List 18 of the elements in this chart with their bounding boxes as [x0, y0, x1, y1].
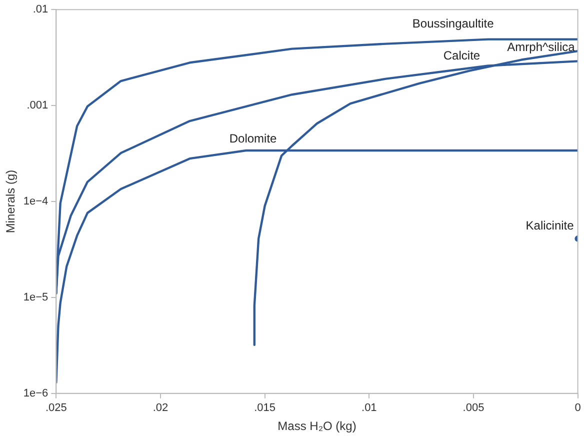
x-tick-label: .005 — [462, 402, 484, 414]
series-label: Dolomite — [229, 132, 278, 146]
y-axis-title: Minerals (g) — [4, 170, 18, 234]
y-tick-label: .01 — [32, 4, 48, 16]
series-label: Kalicinite — [526, 218, 574, 233]
x-tick-label: .015 — [254, 402, 276, 414]
x-axis-title: Mass H₂O (kg) — [278, 419, 356, 434]
y-tick-label: 1e−4 — [23, 196, 48, 208]
series-label: Boussingaultite — [412, 16, 494, 30]
x-tick-label: .02 — [152, 402, 168, 414]
series-label: Calcite — [443, 48, 480, 63]
y-tick-label: 1e−5 — [23, 291, 48, 304]
x-tick-label: 0 — [574, 402, 581, 414]
y-tick-label: .001 — [26, 100, 48, 112]
x-tick-label: .025 — [45, 402, 67, 414]
y-tick-label: 1e−6 — [23, 387, 48, 400]
series-label: Amrph^silica — [507, 40, 576, 54]
x-tick-label: .01 — [362, 402, 377, 414]
